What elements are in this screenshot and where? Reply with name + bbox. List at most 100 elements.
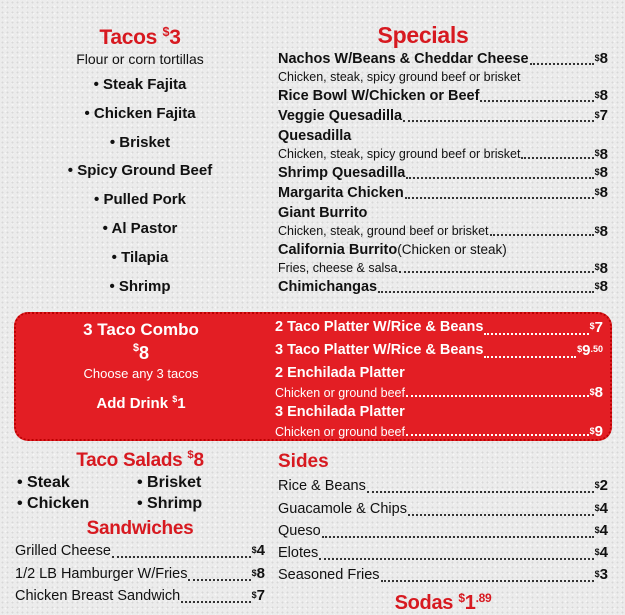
price-value: 8	[599, 87, 608, 104]
taco-item: • Brisket	[109, 133, 171, 151]
tacos-subtitle: Flour or corn tortillas	[76, 51, 204, 67]
item-price: $8	[594, 87, 608, 104]
specials-title: Specials	[377, 22, 469, 48]
menu-item: Fries, cheese & salsa $8	[278, 260, 608, 277]
item-price: $8	[594, 164, 608, 181]
menu-item: Veggie Quesadilla $7	[278, 106, 608, 126]
item-name: Rice Bowl W/Chicken or Beef	[278, 88, 480, 104]
dot-leader	[529, 63, 594, 65]
menu-item: Elotes $4	[278, 542, 608, 564]
taco-item: • Shrimp	[109, 277, 171, 295]
price-value: 8	[594, 385, 603, 401]
taco-salads-list: • Steak • Brisket • Chicken • Shrimp	[17, 472, 265, 514]
item-name: 3 Taco Platter W/Rice & Beans	[275, 342, 484, 358]
taco-salad-item: • Steak	[17, 474, 70, 491]
menu-item: 2 Taco Platter W/Rice & Beans $7	[275, 316, 603, 339]
taco-salads-title: Taco Salads $8	[76, 449, 204, 471]
dot-leader	[378, 291, 594, 293]
price-value: 4	[599, 544, 608, 562]
taco-item: • Steak Fajita	[93, 76, 187, 93]
taco-item-name: Tilapia	[121, 248, 169, 266]
item-price: $7	[589, 319, 603, 336]
dot-leader	[407, 513, 594, 516]
menu-item: Seasoned Fries $3	[278, 564, 608, 586]
item-name: Fries, cheese & salsa	[278, 261, 398, 275]
taco-item: • Chicken Fajita	[84, 104, 196, 122]
item-name: Seasoned Fries	[278, 567, 380, 584]
add-drink: Add Drink $1	[96, 394, 186, 412]
item-price: $2	[594, 477, 608, 495]
item-price: $8	[594, 260, 608, 277]
tacos-list: • Steak Fajita • Chicken Fajita • Brisket •…	[15, 71, 265, 301]
dot-leader	[181, 600, 251, 603]
taco-item-name: Al Pastor	[111, 219, 178, 237]
dot-leader	[484, 333, 589, 335]
menu-item: Queso $4	[278, 520, 608, 542]
item-name: Chicken or ground beef	[275, 425, 405, 439]
menu-item: 1/2 LB Hamburger W/Fries $8	[15, 562, 265, 584]
menu-item: Chicken or ground beef $9	[275, 424, 603, 440]
item-name: California Burrito	[278, 242, 398, 258]
tacos-title: Tacos $3	[99, 25, 181, 49]
price-value: 4	[256, 542, 265, 560]
taco-item-name: Spicy Ground Beef	[77, 162, 213, 180]
dot-leader	[319, 558, 594, 561]
item-name: Margarita Chicken	[278, 185, 404, 201]
price-value: 8	[256, 564, 265, 582]
sandwiches-title: Sandwiches	[86, 518, 194, 539]
item-price: $8	[594, 184, 608, 201]
price-value: 8	[599, 184, 608, 201]
sandwiches-list: Grilled Cheese $4 1/2 LB Hamburger W/Fries…	[15, 540, 265, 607]
taco-salad-name: Shrimp	[147, 495, 203, 512]
sides-list: Rice & Beans $2 Guacamole & Chips $4 Queso $4…	[278, 475, 608, 586]
item-name: Chicken Breast Sandwich	[15, 587, 181, 604]
tacos-section: Tacos $3 Flour or corn tortillas • Steak…	[15, 25, 265, 301]
item-name: 2 Taco Platter W/Rice & Beans	[275, 319, 484, 335]
combo-price: $8	[132, 342, 150, 363]
item-name: Veggie Quesadilla	[278, 108, 403, 124]
menu-item: California Burrito (Chicken or steak)	[278, 240, 608, 260]
price-value: 4	[599, 499, 608, 517]
price-value: 2	[599, 477, 608, 495]
dot-leader	[403, 120, 594, 122]
menu-item: Rice & Beans $2	[278, 475, 608, 497]
item-name: Nachos W/Beans & Cheddar Cheese	[278, 51, 529, 67]
item-price: $9.50	[577, 342, 603, 359]
dot-leader	[489, 234, 594, 236]
combo-subtitle: Choose any 3 tacos	[83, 366, 199, 381]
menu-item: Quesadilla	[278, 126, 608, 146]
price-value: 8	[599, 260, 608, 277]
menu-item: 3 Taco Platter W/Rice & Beans $9.50	[275, 339, 603, 362]
price-value: 4	[599, 521, 608, 539]
item-name: Chicken, steak, ground beef or brisket	[278, 224, 489, 238]
taco-item: • Pulled Pork	[94, 191, 186, 209]
price-value: 7	[256, 586, 265, 604]
price-value: 8	[599, 278, 608, 295]
price-value: 8	[599, 164, 608, 181]
taco-salad-name: Steak	[27, 474, 70, 491]
item-price: $7	[251, 586, 265, 604]
menu-item: Chicken Breast Sandwich $7	[15, 585, 265, 607]
item-price: $8	[594, 50, 608, 67]
menu-item: 3 Enchilada Platter	[275, 401, 603, 424]
item-name: 1/2 LB Hamburger W/Fries	[15, 565, 188, 582]
item-name: Chicken, steak, spicy ground beef or bri…	[278, 147, 521, 161]
taco-item: • Spicy Ground Beef	[67, 162, 213, 180]
price-value: 8	[599, 50, 608, 67]
dot-leader	[188, 578, 251, 581]
item-name: Chicken or ground beef	[275, 386, 405, 400]
menu-item: Nachos W/Beans & Cheddar Cheese $8	[278, 49, 608, 69]
taco-item: • Al Pastor	[102, 219, 178, 237]
taco-salad-item: • Brisket	[137, 474, 202, 491]
specials-section: Specials Nachos W/Beans & Cheddar Cheese…	[278, 22, 608, 297]
menu-item: Chicken or ground beef $8	[275, 385, 603, 401]
item-price: $8	[594, 278, 608, 295]
menu-item: Grilled Cheese $4	[15, 540, 265, 562]
combo-title: 3 Taco Combo	[83, 320, 199, 339]
item-price: $8	[589, 385, 603, 401]
item-price: $8	[251, 564, 265, 582]
dot-leader	[405, 395, 589, 397]
dot-leader	[111, 556, 251, 559]
dot-leader	[484, 356, 577, 358]
taco-item: • Tilapia	[111, 248, 169, 266]
